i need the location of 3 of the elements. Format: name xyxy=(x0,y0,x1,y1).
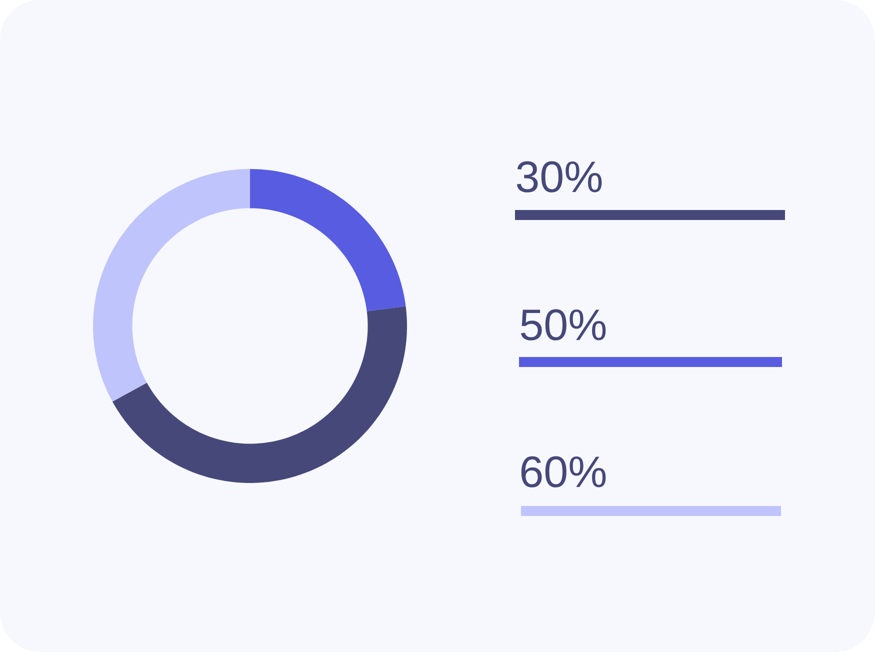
text: 50% xyxy=(520,309,606,340)
text: 30% xyxy=(516,161,602,192)
text: 60% xyxy=(521,456,606,488)
